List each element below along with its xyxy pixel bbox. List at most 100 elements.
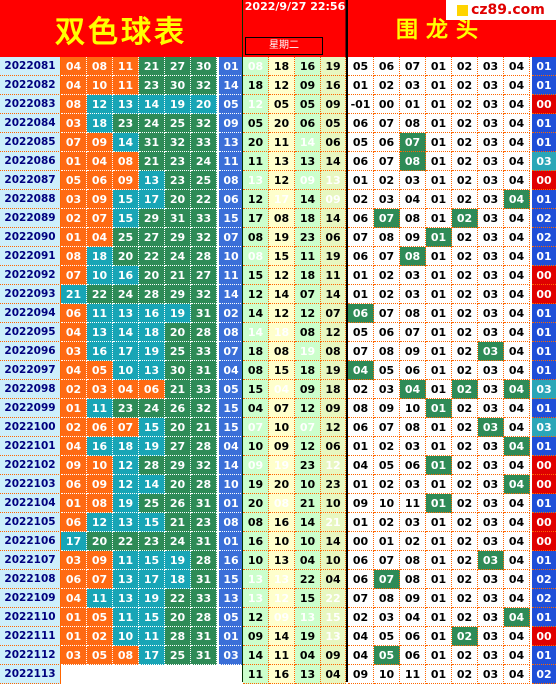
- dragon-head-cell: 05: [348, 57, 374, 76]
- sum-cell: 15: [295, 589, 321, 608]
- dragon-head-cell: 03: [478, 247, 504, 266]
- red-ball-cell: 18: [139, 323, 165, 342]
- dragon-head-cell: 04: [504, 399, 530, 418]
- dragon-head-cell: 01: [426, 304, 452, 323]
- sum-cell: 11: [321, 266, 346, 285]
- issue-cell: 2022084: [0, 114, 61, 133]
- sum-cell: 14: [321, 285, 346, 304]
- red-ball-cell: 08: [61, 247, 87, 266]
- dragon-head-cell: 01: [348, 475, 374, 494]
- issue-cell: 2022100: [0, 418, 61, 437]
- sum-cell: 12: [243, 608, 269, 627]
- issue-cell: 2022081: [0, 57, 61, 76]
- dragon-head-cell: 08: [400, 570, 426, 589]
- table-row: 2022088 03 09 15 17 20 22 06 12 17 14 09 02 03 04 01 02 0…: [0, 190, 556, 209]
- dragon-head-cell: 01: [426, 361, 452, 380]
- issue-cell: 2022112: [0, 646, 61, 665]
- red-ball-cell: 02: [87, 627, 113, 646]
- red-ball-cell: 15: [113, 190, 139, 209]
- dragon-head-cell: 03: [478, 456, 504, 475]
- red-ball-cell: 04: [87, 228, 113, 247]
- dragon-head-cell: 02: [452, 133, 478, 152]
- dragon-head-cell: 03: [478, 399, 504, 418]
- red-ball-cell: 03: [61, 114, 87, 133]
- red-ball-cell: 14: [139, 475, 165, 494]
- sum-cell: 04: [243, 399, 269, 418]
- red-ball-cell: 05: [87, 608, 113, 627]
- blue-ball-cell: 04: [219, 361, 243, 380]
- sum-cell: 21: [321, 513, 346, 532]
- red-ball-cell: 24: [113, 285, 139, 304]
- dragon-head-cell: 09: [348, 665, 374, 684]
- sum-cell: 14: [321, 532, 346, 551]
- red-ball-cell: 09: [87, 133, 113, 152]
- dragon-head-cell: 03: [478, 551, 504, 570]
- dragon-head-cell: 04: [504, 361, 530, 380]
- sum-cell: 19: [295, 342, 321, 361]
- dragon-head-cell: 04: [348, 456, 374, 475]
- dragon-head-cell: 01: [426, 551, 452, 570]
- red-ball-cell: 19: [139, 342, 165, 361]
- red-ball-cell: 15: [139, 513, 165, 532]
- issue-cell: 2022103: [0, 475, 61, 494]
- dragon-head-cell: 04: [504, 589, 530, 608]
- sum-cell: 14: [295, 190, 321, 209]
- sum-cell: 06: [321, 437, 346, 456]
- dragon-head-cell: 03: [374, 380, 400, 399]
- red-ball-cell: 11: [113, 551, 139, 570]
- red-ball-cell: 04: [61, 589, 87, 608]
- sum-cell: 09: [243, 456, 269, 475]
- red-ball-cell: 32: [191, 456, 217, 475]
- dragon-head-cell: 02: [452, 361, 478, 380]
- dragon-head-cell: 02: [452, 342, 478, 361]
- sum-cell: 08: [243, 513, 269, 532]
- red-ball-cell: 26: [165, 494, 191, 513]
- sum-cell: 14: [243, 646, 269, 665]
- dragon-head-cell: 01: [426, 114, 452, 133]
- sum-cell: 13: [269, 570, 295, 589]
- dragon-head-cell: 04: [504, 95, 530, 114]
- sum-cell: 07: [295, 418, 321, 437]
- dragon-head-cell: 10: [400, 399, 426, 418]
- dragon-head-cell: 01: [426, 589, 452, 608]
- dragon-head-cell: 04: [504, 342, 530, 361]
- dragon-head-cell: 04: [504, 532, 530, 551]
- sum-cell: 18: [243, 342, 269, 361]
- red-ball-cell: 20: [165, 608, 191, 627]
- red-ball-cell: 13: [113, 304, 139, 323]
- dragon-head-cell: 05: [374, 361, 400, 380]
- sum-cell: 14: [321, 209, 346, 228]
- red-ball-cell: 23: [165, 152, 191, 171]
- sum-cell: 14: [295, 133, 321, 152]
- dragon-head-cell: 04: [504, 209, 530, 228]
- sum-cell: 11: [243, 152, 269, 171]
- sum-cell: 12: [321, 323, 346, 342]
- red-ball-cell: 28: [191, 247, 217, 266]
- red-ball-cell: 07: [87, 209, 113, 228]
- dragon-head-cell: 02: [452, 551, 478, 570]
- sum-cell: 09: [243, 627, 269, 646]
- dragon-head-cell: 02: [452, 114, 478, 133]
- header-right: 围龙头 cz89.com: [346, 0, 556, 57]
- red-ball-cell: 24: [165, 247, 191, 266]
- red-ball-cell: 13: [139, 171, 165, 190]
- dragon-head-cell: 06: [348, 551, 374, 570]
- red-ball-cell: 04: [61, 57, 87, 76]
- issue-cell: 2022094: [0, 304, 61, 323]
- date-label: 2022/9/27 22:56: [244, 0, 346, 13]
- red-ball-cell: 22: [113, 532, 139, 551]
- dragon-head-cell: 01: [426, 608, 452, 627]
- red-ball-cell: 06: [61, 304, 87, 323]
- sum-cell: 19: [321, 361, 346, 380]
- dragon-head-cell: 09: [400, 589, 426, 608]
- sum-cell: 20: [243, 133, 269, 152]
- dragon-head-cell: 02: [452, 437, 478, 456]
- site-logo[interactable]: cz89.com: [446, 0, 556, 20]
- table-row: 2022100 02 06 07 15 20 21 15 07 10 07 12 06 07 08 01 02 0…: [0, 418, 556, 437]
- dragon-head-cell: 02: [452, 152, 478, 171]
- red-ball-cell: 08: [113, 646, 139, 665]
- table-row: 2022098 02 03 04 06 21 33 05 15 04 09 18 02 03 04 01 02 0…: [0, 380, 556, 399]
- sum-cell: 12: [243, 95, 269, 114]
- red-ball-cell: 07: [61, 266, 87, 285]
- blue-ball-cell: 14: [219, 456, 243, 475]
